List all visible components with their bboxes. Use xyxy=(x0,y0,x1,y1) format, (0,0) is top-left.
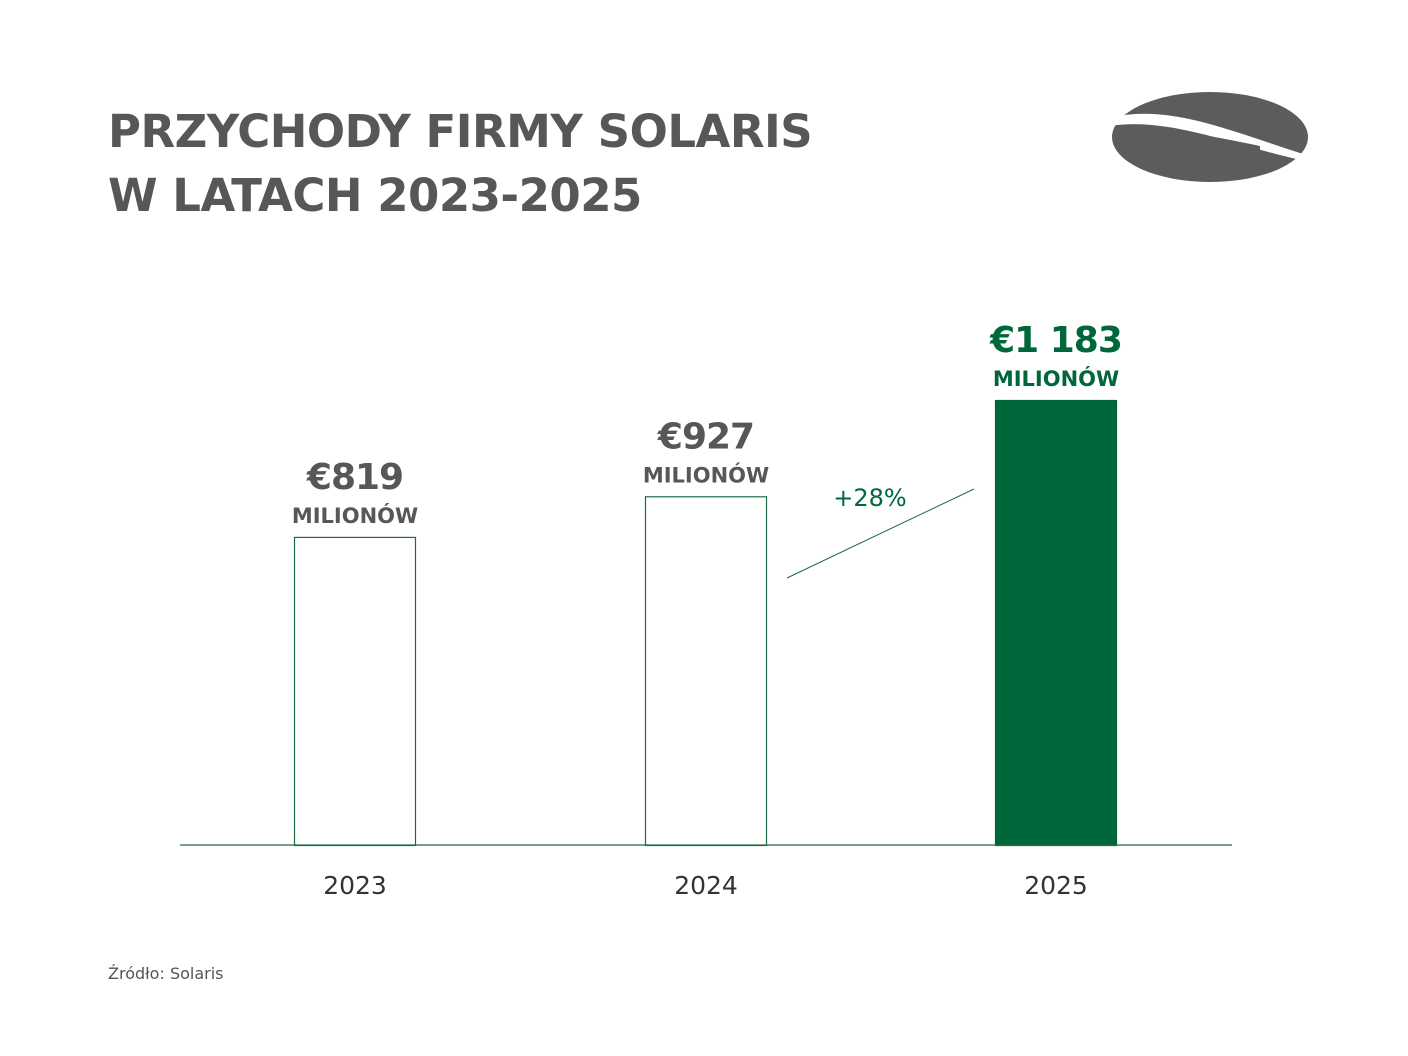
unit-label-2025: MILIONÓW xyxy=(993,366,1119,391)
value-label-2023: €819 xyxy=(306,457,403,498)
revenue-chart: €819 MILIONÓW 2023 €927 MILIONÓW 2024 €1 183 MI… xyxy=(180,320,1232,900)
growth-line xyxy=(786,488,975,579)
x-tick-2024: 2024 xyxy=(674,871,738,900)
unit-label-2024: MILIONÓW xyxy=(643,462,769,487)
value-label-2024: €927 xyxy=(657,416,754,457)
value-label-2025: €1 183 xyxy=(989,320,1122,361)
bar-2025 xyxy=(994,399,1118,847)
x-tick-2025: 2025 xyxy=(1024,871,1088,900)
unit-label-2023: MILIONÓW xyxy=(292,503,418,528)
bar-2024 xyxy=(644,496,768,847)
bar-2023 xyxy=(293,536,417,847)
page-title: PRZYCHODY FIRMY SOLARIS W LATACH 2023-20… xyxy=(108,100,813,228)
title-line-2: W LATACH 2023-2025 xyxy=(108,169,642,222)
solaris-logo xyxy=(1110,92,1310,182)
growth-annotation: +28% xyxy=(833,484,906,512)
title-line-1: PRZYCHODY FIRMY SOLARIS xyxy=(108,105,813,158)
source-note: Źródło: Solaris xyxy=(108,964,224,983)
x-tick-2023: 2023 xyxy=(323,871,387,900)
